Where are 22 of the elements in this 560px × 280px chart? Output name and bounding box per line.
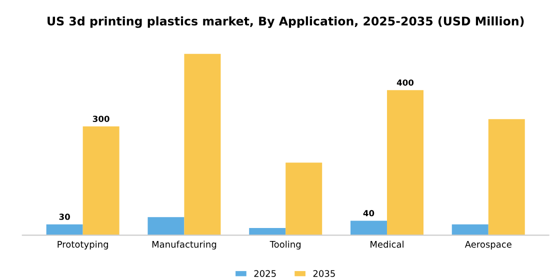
bar (488, 119, 525, 236)
bar (46, 224, 83, 236)
data-label: 30 (59, 214, 70, 220)
x-tick-label: Tooling (270, 240, 301, 250)
bar (82, 126, 120, 236)
x-tick-label: Aerospace (464, 241, 512, 250)
legend-label: 2025 (254, 270, 276, 277)
data-label: 40 (363, 210, 374, 216)
bar (350, 220, 387, 236)
x-tick-label: Medical (370, 240, 404, 248)
x-tick-label: Prototyping (58, 240, 108, 250)
bar (148, 217, 184, 236)
bar (184, 54, 221, 236)
legend-label: 2035 (313, 270, 335, 277)
chart-title: US 3d printing plastics market, By Application, 2025-2035 (USD Million) (48, 16, 524, 28)
bar (286, 162, 322, 236)
bar (249, 228, 286, 236)
data-label: 400 (396, 79, 414, 86)
bar (452, 224, 488, 236)
x-tick-label: Manufacturing (152, 240, 216, 250)
data-label: 300 (92, 116, 110, 122)
bar (386, 90, 424, 236)
